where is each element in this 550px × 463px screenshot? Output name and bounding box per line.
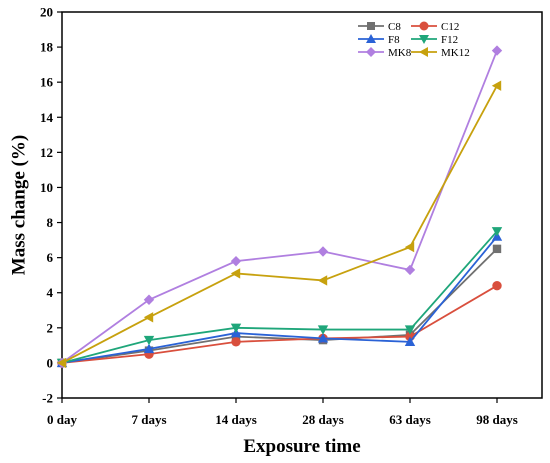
legend-label: F8 (388, 34, 400, 46)
y-axis-title: Mass change (%) (8, 135, 29, 275)
data-point (492, 281, 502, 291)
series-f12 (56, 227, 503, 369)
data-point (492, 244, 502, 254)
series-line (61, 236, 498, 364)
series-line (61, 248, 498, 364)
data-point (230, 255, 242, 267)
series-line (61, 284, 498, 364)
legend-item: F8 (358, 34, 400, 46)
legend-marker (419, 35, 429, 44)
data-point (404, 325, 416, 335)
data-point (230, 323, 242, 334)
data-point (317, 275, 328, 286)
legend-marker (366, 47, 376, 57)
y-tick-label: 16 (40, 75, 54, 90)
y-tick-label: 20 (40, 5, 53, 20)
legend-marker (419, 21, 429, 31)
y-tick-label: 6 (47, 250, 54, 265)
data-point (404, 264, 416, 276)
x-tick-label: 28 days (302, 412, 344, 427)
y-tick-label: 18 (40, 40, 54, 55)
y-tick-label: 2 (47, 320, 54, 335)
x-tick-label: 0 day (47, 412, 77, 427)
y-tick-label: 10 (40, 180, 53, 195)
data-point (143, 312, 154, 323)
axes: -2 0 2 4 6 8 10 12 14 16 18 20 0 day 7 days 14 days 28 … (40, 5, 543, 427)
series-mk8 (56, 45, 503, 369)
data-point (404, 336, 416, 347)
data-point (317, 325, 329, 335)
x-tick-label: 63 days (389, 412, 431, 427)
legend-item: F12 (411, 34, 458, 46)
legend: C8 C12 F8 F12 MK8 MK12 (358, 21, 470, 59)
y-tick-label: 4 (47, 285, 54, 300)
x-tick-label: 7 days (131, 412, 166, 427)
legend-item: C12 (411, 21, 459, 33)
legend-label: MK8 (388, 47, 412, 59)
legend-label: C8 (388, 21, 401, 33)
plot-frame (61, 11, 543, 399)
y-tick-label: 14 (40, 110, 54, 125)
series-c8 (57, 244, 502, 368)
legend-label: C12 (441, 21, 459, 33)
data-point (231, 337, 241, 347)
legend-marker (367, 22, 375, 30)
series-line (61, 85, 498, 364)
series-line (61, 230, 498, 364)
legend-item: MK12 (411, 47, 470, 59)
data-point (491, 45, 503, 56)
legend-marker (419, 47, 428, 57)
legend-item: MK8 (358, 47, 412, 59)
data-point (143, 343, 155, 354)
series-layer (56, 45, 503, 369)
legend-label: F12 (441, 34, 458, 46)
data-point (317, 246, 329, 257)
data-point (491, 227, 503, 237)
data-point (491, 80, 502, 91)
data-point (143, 335, 155, 346)
x-axis-title: Exposure time (243, 436, 360, 457)
data-point (404, 241, 415, 253)
data-point (317, 333, 329, 343)
legend-label: MK12 (441, 47, 470, 59)
series-mk12 (56, 80, 502, 369)
data-point (230, 268, 241, 279)
data-point (56, 357, 67, 369)
x-tick-label: 98 days (476, 412, 518, 427)
x-tick-label: 14 days (215, 412, 257, 427)
y-tick-label: -2 (42, 391, 53, 406)
y-tick-label: 12 (40, 145, 53, 160)
series-line (61, 50, 498, 364)
y-tick-label: 0 (47, 355, 54, 370)
legend-item: C8 (358, 21, 401, 33)
data-point (143, 294, 155, 305)
y-tick-label: 8 (47, 215, 54, 230)
legend-marker (366, 34, 376, 43)
